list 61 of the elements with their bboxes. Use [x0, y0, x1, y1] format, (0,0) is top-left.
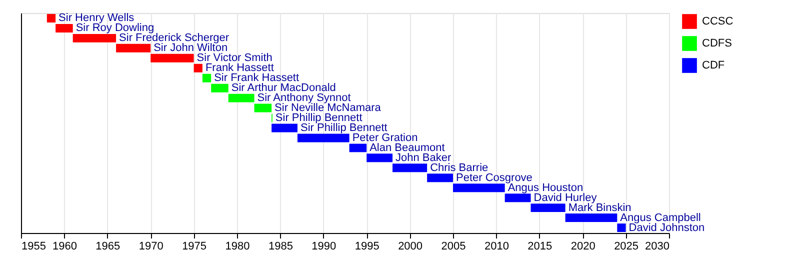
bar	[211, 84, 228, 92]
y-tick-label: Chris Barrie	[430, 162, 488, 174]
y-tick-label: Mark Binskin	[568, 202, 632, 214]
bar	[150, 54, 194, 62]
x-tick-label: 1975	[182, 240, 207, 252]
y-tick-label: Sir Anthony Synnot	[257, 92, 351, 104]
y-tick-label: Peter Gration	[352, 132, 418, 144]
legend-label: CDF	[702, 60, 725, 72]
x-tick-label: 2010	[484, 240, 509, 252]
x-tick-label: 2030	[645, 240, 670, 252]
bar	[272, 124, 298, 132]
x-tick-label: 1995	[354, 240, 380, 252]
bar	[254, 104, 272, 112]
x-tick-label: 2020	[570, 240, 596, 252]
y-tick-label: Sir Arthur MacDonald	[231, 82, 336, 94]
bar	[617, 224, 626, 232]
y-tick-label: Sir Frederick Scherger	[119, 32, 230, 44]
x-tick-label: 1960	[52, 240, 77, 252]
y-tick-label: Frank Hassett	[205, 62, 274, 74]
bar	[297, 134, 350, 142]
bar	[46, 14, 56, 22]
y-tick-label: David Hurley	[534, 192, 598, 204]
x-tick-label: 2000	[398, 240, 423, 252]
x-tick-label: 1970	[138, 240, 164, 252]
x-tick-label: 1990	[312, 240, 336, 252]
bar	[72, 34, 116, 42]
bar	[56, 24, 73, 32]
y-tick-label: Alan Beaumont	[370, 142, 445, 154]
y-tick-label: Peter Cosgrove	[456, 172, 532, 184]
x-tick-label: 1955	[22, 240, 46, 252]
bar	[427, 174, 453, 182]
bar	[392, 164, 428, 172]
y-tick-label: Sir Frank Hassett	[214, 72, 300, 84]
x-tick-label: 1965	[96, 240, 120, 252]
y-tick-label: Sir Henry Wells	[58, 12, 135, 24]
y-tick-label: Sir Neville McNamara	[274, 102, 382, 114]
bar	[228, 94, 254, 102]
y-tick-label: John Baker	[396, 152, 452, 164]
x-tick-label: 2025	[614, 240, 639, 252]
x-tick-label: 1980	[225, 240, 250, 252]
legend-label: CCSC	[702, 16, 734, 28]
bar	[116, 44, 151, 52]
x-tick-label: 2005	[441, 240, 466, 252]
y-tick-label: Sir Roy Dowling	[76, 22, 154, 34]
bar	[366, 154, 393, 162]
legend-label: CDFS	[702, 38, 732, 50]
y-tick-label: Sir John Wilton	[154, 42, 228, 54]
bar	[453, 184, 505, 192]
bar	[202, 74, 212, 82]
bar	[565, 214, 618, 222]
y-tick-label: Sir Phillip Bennett	[275, 112, 362, 124]
x-tick-label: 2015	[528, 240, 552, 252]
bar	[530, 204, 566, 212]
y-tick-label: Angus Campbell	[620, 212, 701, 224]
bar	[504, 194, 531, 202]
y-tick-label: Sir Phillip Bennett	[300, 122, 388, 134]
bar	[349, 144, 367, 152]
y-tick-label: David Johnston	[628, 222, 705, 234]
bar	[194, 64, 202, 72]
x-tick-label: 1985	[268, 240, 293, 252]
y-tick-label: Sir Victor Smith	[196, 52, 272, 64]
